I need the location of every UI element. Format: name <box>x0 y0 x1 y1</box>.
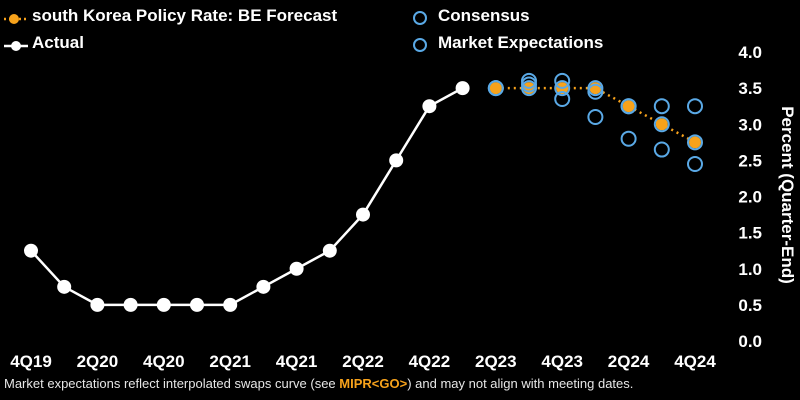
market-expectation-point <box>521 76 537 93</box>
forecast-point <box>622 100 635 113</box>
chart-plot: 0.0 0.5 1.0 1.5 2.0 2.5 3.0 3.5 4.0 4Q19 2Q20 4Q20… <box>10 43 797 371</box>
market-expectation-point <box>687 155 703 172</box>
actual-point <box>356 207 370 222</box>
y-tick-label: 4.0 <box>738 43 762 62</box>
actual-point <box>389 153 404 168</box>
consensus-point <box>687 134 703 151</box>
legend-actual: Actual <box>4 33 84 53</box>
x-tick-label: 2Q21 <box>209 352 251 371</box>
x-axis-ticks: 4Q19 2Q20 4Q20 2Q21 4Q21 2Q22 4Q22 2Q23 4Q23 2Q24… <box>10 352 716 371</box>
actual-point <box>289 261 304 276</box>
actual-point <box>57 279 72 294</box>
x-tick-label: 2Q24 <box>608 352 650 371</box>
market-expectation-point <box>653 141 670 158</box>
x-tick-label: 4Q23 <box>541 352 583 371</box>
market-expectation-point <box>620 130 637 147</box>
footnote-command-link[interactable]: MIPR<GO> <box>339 376 408 391</box>
actual-line <box>30 87 464 307</box>
consensus-point <box>554 80 571 97</box>
actual-point <box>190 297 204 312</box>
legend-consensus: Consensus <box>410 6 530 26</box>
legend-actual-label: Actual <box>32 33 84 52</box>
actual-point <box>123 297 138 312</box>
x-tick-label: 4Q22 <box>409 352 451 371</box>
forecast-point <box>689 136 701 149</box>
legend-market-label: Market Expectations <box>438 33 604 52</box>
x-tick-label: 2Q23 <box>475 352 517 371</box>
forecast-legend-icon <box>4 10 28 24</box>
x-tick-label: 4Q20 <box>143 352 185 371</box>
series-4 <box>521 72 703 115</box>
footnote-text-start: Market expectations reflect interpolated… <box>4 376 340 391</box>
actual-point <box>455 81 470 96</box>
legend-forecast: south Korea Policy Rate: BE Forecast <box>4 6 337 26</box>
market-expectation-point <box>653 98 670 115</box>
x-tick-label: 4Q21 <box>276 352 318 371</box>
consensus-point <box>653 116 670 133</box>
forecast-point <box>489 82 502 95</box>
actual-point <box>90 297 105 312</box>
y-tick-label: 0.5 <box>738 296 762 315</box>
footnote: Market expectations reflect interpolated… <box>4 376 633 391</box>
series-0 <box>24 81 470 312</box>
series-1 <box>489 82 701 149</box>
market-expectation-point <box>620 98 637 115</box>
chart-series <box>24 72 703 312</box>
x-tick-label: 2Q20 <box>77 352 119 371</box>
y-tick-label: 2.5 <box>738 151 762 170</box>
actual-point <box>223 297 238 312</box>
y-tick-label: 3.5 <box>738 79 762 98</box>
actual-point <box>156 297 171 312</box>
y-axis-label: Percent (Quarter-End) <box>778 106 797 284</box>
market-expectation-point <box>587 83 604 100</box>
market-expectation-point <box>687 98 703 115</box>
actual-point <box>256 279 271 294</box>
legend-market: Market Expectations <box>410 33 603 53</box>
footnote-text-end: ) and may not align with meeting dates. <box>407 376 634 391</box>
market-legend-icon <box>410 37 434 52</box>
forecast-line <box>495 86 696 144</box>
y-tick-label: 2.0 <box>738 188 762 207</box>
market-expectation-point <box>554 90 571 107</box>
x-tick-label: 4Q24 <box>674 352 716 371</box>
legend-forecast-label: south Korea Policy Rate: BE Forecast <box>32 6 338 25</box>
y-tick-label: 3.0 <box>738 115 762 134</box>
y-tick-label: 0.0 <box>738 332 762 351</box>
legend-consensus-label: Consensus <box>438 6 530 25</box>
y-tick-label: 1.5 <box>738 224 762 243</box>
y-axis-ticks: 0.0 0.5 1.0 1.5 2.0 2.5 3.0 3.5 4.0 <box>738 43 762 351</box>
actual-point <box>24 243 38 258</box>
y-tick-label: 1.0 <box>738 260 762 279</box>
market-expectation-point <box>587 109 604 126</box>
market-expectation-point <box>487 80 504 97</box>
market-expectation-point <box>554 72 571 89</box>
x-tick-label: 4Q19 <box>10 352 52 371</box>
actual-legend-icon <box>4 37 28 51</box>
actual-point <box>322 243 337 258</box>
forecast-point <box>655 118 668 131</box>
actual-point <box>422 99 437 114</box>
x-tick-label: 2Q22 <box>342 352 384 371</box>
consensus-legend-icon <box>410 10 434 25</box>
